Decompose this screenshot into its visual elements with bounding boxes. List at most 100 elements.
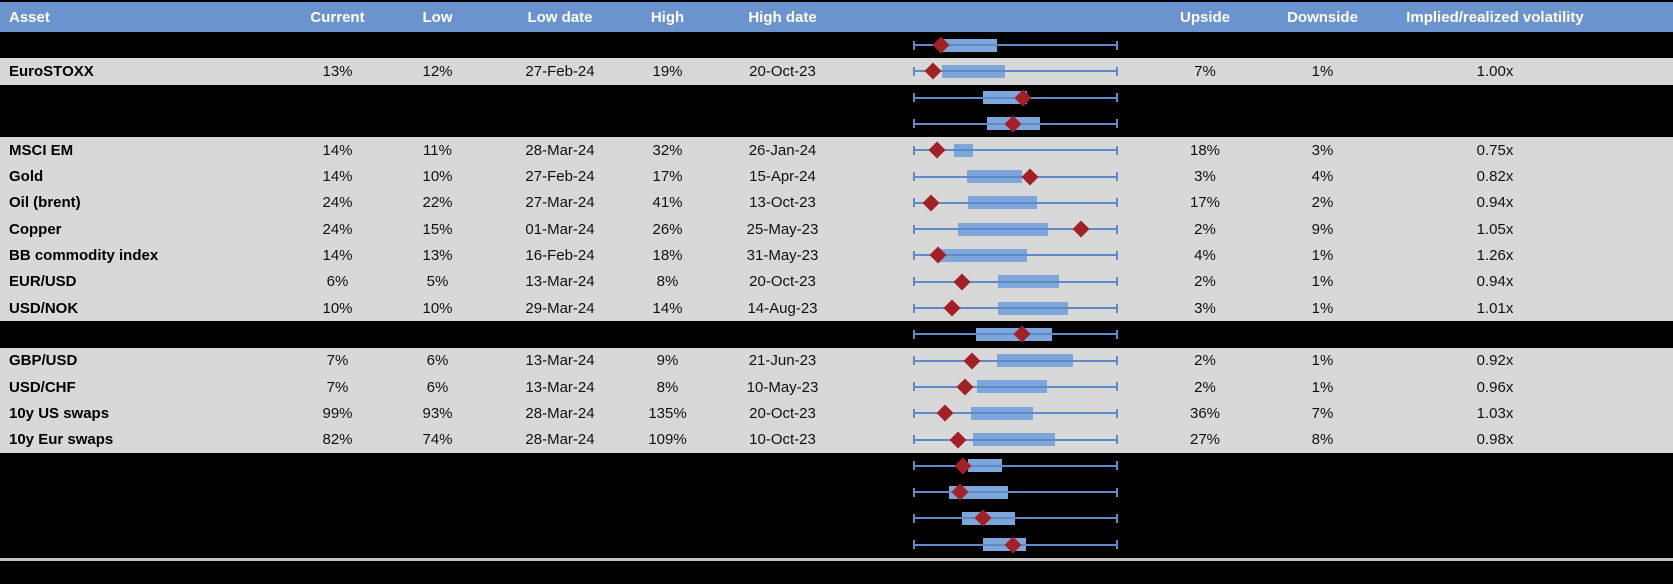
asset-name-cell[interactable]: Gold bbox=[9, 168, 44, 186]
asset-name-cell[interactable]: GBP/USD bbox=[9, 352, 78, 370]
implied-realized-vol-cell[interactable]: 0.96x bbox=[1476, 378, 1514, 396]
low-date-cell[interactable]: 27-Mar-24 bbox=[525, 194, 595, 212]
implied-realized-vol-cell[interactable]: 1.03x bbox=[1476, 404, 1514, 422]
header-cell-upside[interactable]: Upside bbox=[1179, 8, 1230, 26]
high-date-cell[interactable]: 15-Apr-24 bbox=[749, 168, 816, 186]
low-cell[interactable]: 5% bbox=[426, 273, 449, 291]
low-cell[interactable]: 10% bbox=[422, 299, 453, 317]
low-date-cell[interactable]: 28-Mar-24 bbox=[525, 431, 595, 449]
current-cell[interactable]: 24% bbox=[322, 220, 353, 238]
high-date-cell[interactable]: 31-May-23 bbox=[746, 247, 819, 265]
high-date-cell[interactable]: 20-Oct-23 bbox=[749, 404, 816, 422]
header-cell-asset[interactable]: Asset bbox=[9, 8, 50, 26]
high-cell[interactable]: 19% bbox=[652, 62, 683, 80]
downside-cell[interactable]: 2% bbox=[1311, 194, 1334, 212]
high-cell[interactable]: 17% bbox=[652, 168, 683, 186]
current-cell[interactable]: 14% bbox=[322, 247, 353, 265]
low-date-cell[interactable]: 27-Feb-24 bbox=[525, 168, 595, 186]
low-date-cell[interactable]: 28-Mar-24 bbox=[525, 404, 595, 422]
upside-cell[interactable]: 27% bbox=[1189, 431, 1221, 449]
high-date-cell[interactable]: 26-Jan-24 bbox=[748, 141, 817, 159]
asset-name-cell[interactable]: EuroSTOXX bbox=[9, 62, 94, 80]
high-cell[interactable]: 32% bbox=[652, 141, 683, 159]
implied-realized-vol-cell[interactable]: 1.26x bbox=[1476, 247, 1514, 265]
asset-name-cell[interactable]: 10y Eur swaps bbox=[9, 431, 114, 449]
implied-realized-vol-cell[interactable]: 1.05x bbox=[1476, 220, 1514, 238]
upside-cell[interactable]: 2% bbox=[1194, 378, 1216, 396]
implied-realized-vol-cell[interactable]: 1.00x bbox=[1476, 62, 1514, 80]
low-cell[interactable]: 93% bbox=[422, 404, 453, 422]
high-date-cell[interactable]: 10-Oct-23 bbox=[749, 431, 816, 449]
upside-cell[interactable]: 3% bbox=[1194, 299, 1216, 317]
asset-name-cell[interactable]: Oil (brent) bbox=[9, 194, 81, 212]
low-date-cell[interactable]: 29-Mar-24 bbox=[525, 299, 595, 317]
low-cell[interactable]: 12% bbox=[422, 62, 453, 80]
asset-name-cell[interactable]: BB commodity index bbox=[9, 247, 159, 265]
low-date-cell[interactable]: 01-Mar-24 bbox=[525, 220, 595, 238]
upside-cell[interactable]: 7% bbox=[1194, 62, 1216, 80]
asset-name-cell[interactable]: EUR/USD bbox=[9, 273, 77, 291]
downside-cell[interactable]: 9% bbox=[1311, 220, 1334, 238]
high-cell[interactable]: 41% bbox=[652, 194, 683, 212]
implied-realized-vol-cell[interactable]: 0.82x bbox=[1476, 168, 1514, 186]
upside-cell[interactable]: 4% bbox=[1194, 247, 1216, 265]
high-date-cell[interactable]: 20-Oct-23 bbox=[749, 273, 816, 291]
header-cell-low-date[interactable]: Low date bbox=[527, 8, 593, 26]
header-cell-high-date[interactable]: High date bbox=[748, 8, 817, 26]
low-date-cell[interactable]: 13-Mar-24 bbox=[525, 273, 595, 291]
header-cell-downside[interactable]: Downside bbox=[1287, 8, 1358, 26]
implied-realized-vol-cell[interactable]: 0.94x bbox=[1476, 194, 1514, 212]
upside-cell[interactable]: 3% bbox=[1194, 168, 1216, 186]
upside-cell[interactable]: 36% bbox=[1189, 404, 1221, 422]
upside-cell[interactable]: 2% bbox=[1194, 220, 1216, 238]
current-cell[interactable]: 7% bbox=[326, 352, 349, 370]
high-date-cell[interactable]: 14-Aug-23 bbox=[747, 299, 818, 317]
asset-name-cell[interactable]: Copper bbox=[9, 220, 62, 238]
downside-cell[interactable]: 1% bbox=[1311, 62, 1334, 80]
downside-cell[interactable]: 4% bbox=[1311, 168, 1334, 186]
current-cell[interactable]: 99% bbox=[322, 404, 353, 422]
high-date-cell[interactable]: 10-May-23 bbox=[746, 378, 819, 396]
high-cell[interactable]: 18% bbox=[652, 247, 683, 265]
asset-name-cell[interactable]: USD/CHF bbox=[9, 378, 76, 396]
current-cell[interactable]: 14% bbox=[322, 168, 353, 186]
low-cell[interactable]: 13% bbox=[422, 247, 453, 265]
high-cell[interactable]: 8% bbox=[656, 378, 679, 396]
downside-cell[interactable]: 3% bbox=[1311, 141, 1334, 159]
upside-cell[interactable]: 17% bbox=[1189, 194, 1221, 212]
current-cell[interactable]: 6% bbox=[326, 273, 349, 291]
high-cell[interactable]: 135% bbox=[648, 404, 687, 422]
current-cell[interactable]: 14% bbox=[322, 141, 353, 159]
high-date-cell[interactable]: 21-Jun-23 bbox=[748, 352, 817, 370]
upside-cell[interactable]: 18% bbox=[1189, 141, 1221, 159]
high-date-cell[interactable]: 25-May-23 bbox=[746, 220, 819, 238]
low-cell[interactable]: 22% bbox=[422, 194, 453, 212]
downside-cell[interactable]: 7% bbox=[1311, 404, 1334, 422]
implied-realized-vol-cell[interactable]: 0.94x bbox=[1476, 273, 1514, 291]
high-date-cell[interactable]: 13-Oct-23 bbox=[749, 194, 816, 212]
low-date-cell[interactable]: 27-Feb-24 bbox=[525, 62, 595, 80]
implied-realized-vol-cell[interactable]: 0.75x bbox=[1476, 141, 1514, 159]
high-cell[interactable]: 26% bbox=[652, 220, 683, 238]
downside-cell[interactable]: 1% bbox=[1311, 273, 1334, 291]
upside-cell[interactable]: 2% bbox=[1194, 352, 1216, 370]
low-date-cell[interactable]: 13-Mar-24 bbox=[525, 352, 595, 370]
implied-realized-vol-cell[interactable]: 0.98x bbox=[1476, 431, 1514, 449]
asset-name-cell[interactable]: USD/NOK bbox=[9, 299, 79, 317]
high-cell[interactable]: 109% bbox=[648, 431, 687, 449]
current-cell[interactable]: 7% bbox=[326, 378, 349, 396]
downside-cell[interactable]: 8% bbox=[1311, 431, 1334, 449]
downside-cell[interactable]: 1% bbox=[1311, 378, 1334, 396]
low-cell[interactable]: 6% bbox=[426, 378, 449, 396]
high-cell[interactable]: 9% bbox=[656, 352, 679, 370]
high-date-cell[interactable]: 20-Oct-23 bbox=[749, 62, 816, 80]
downside-cell[interactable]: 1% bbox=[1311, 247, 1334, 265]
upside-cell[interactable]: 2% bbox=[1194, 273, 1216, 291]
low-date-cell[interactable]: 13-Mar-24 bbox=[525, 378, 595, 396]
low-cell[interactable]: 74% bbox=[422, 431, 453, 449]
header-cell-current[interactable]: Current bbox=[310, 8, 365, 26]
asset-name-cell[interactable]: MSCI EM bbox=[9, 141, 74, 159]
header-cell-implied-realized-volatility[interactable]: Implied/realized volatility bbox=[1406, 8, 1584, 26]
asset-name-cell[interactable]: 10y US swaps bbox=[9, 404, 110, 422]
current-cell[interactable]: 82% bbox=[322, 431, 353, 449]
